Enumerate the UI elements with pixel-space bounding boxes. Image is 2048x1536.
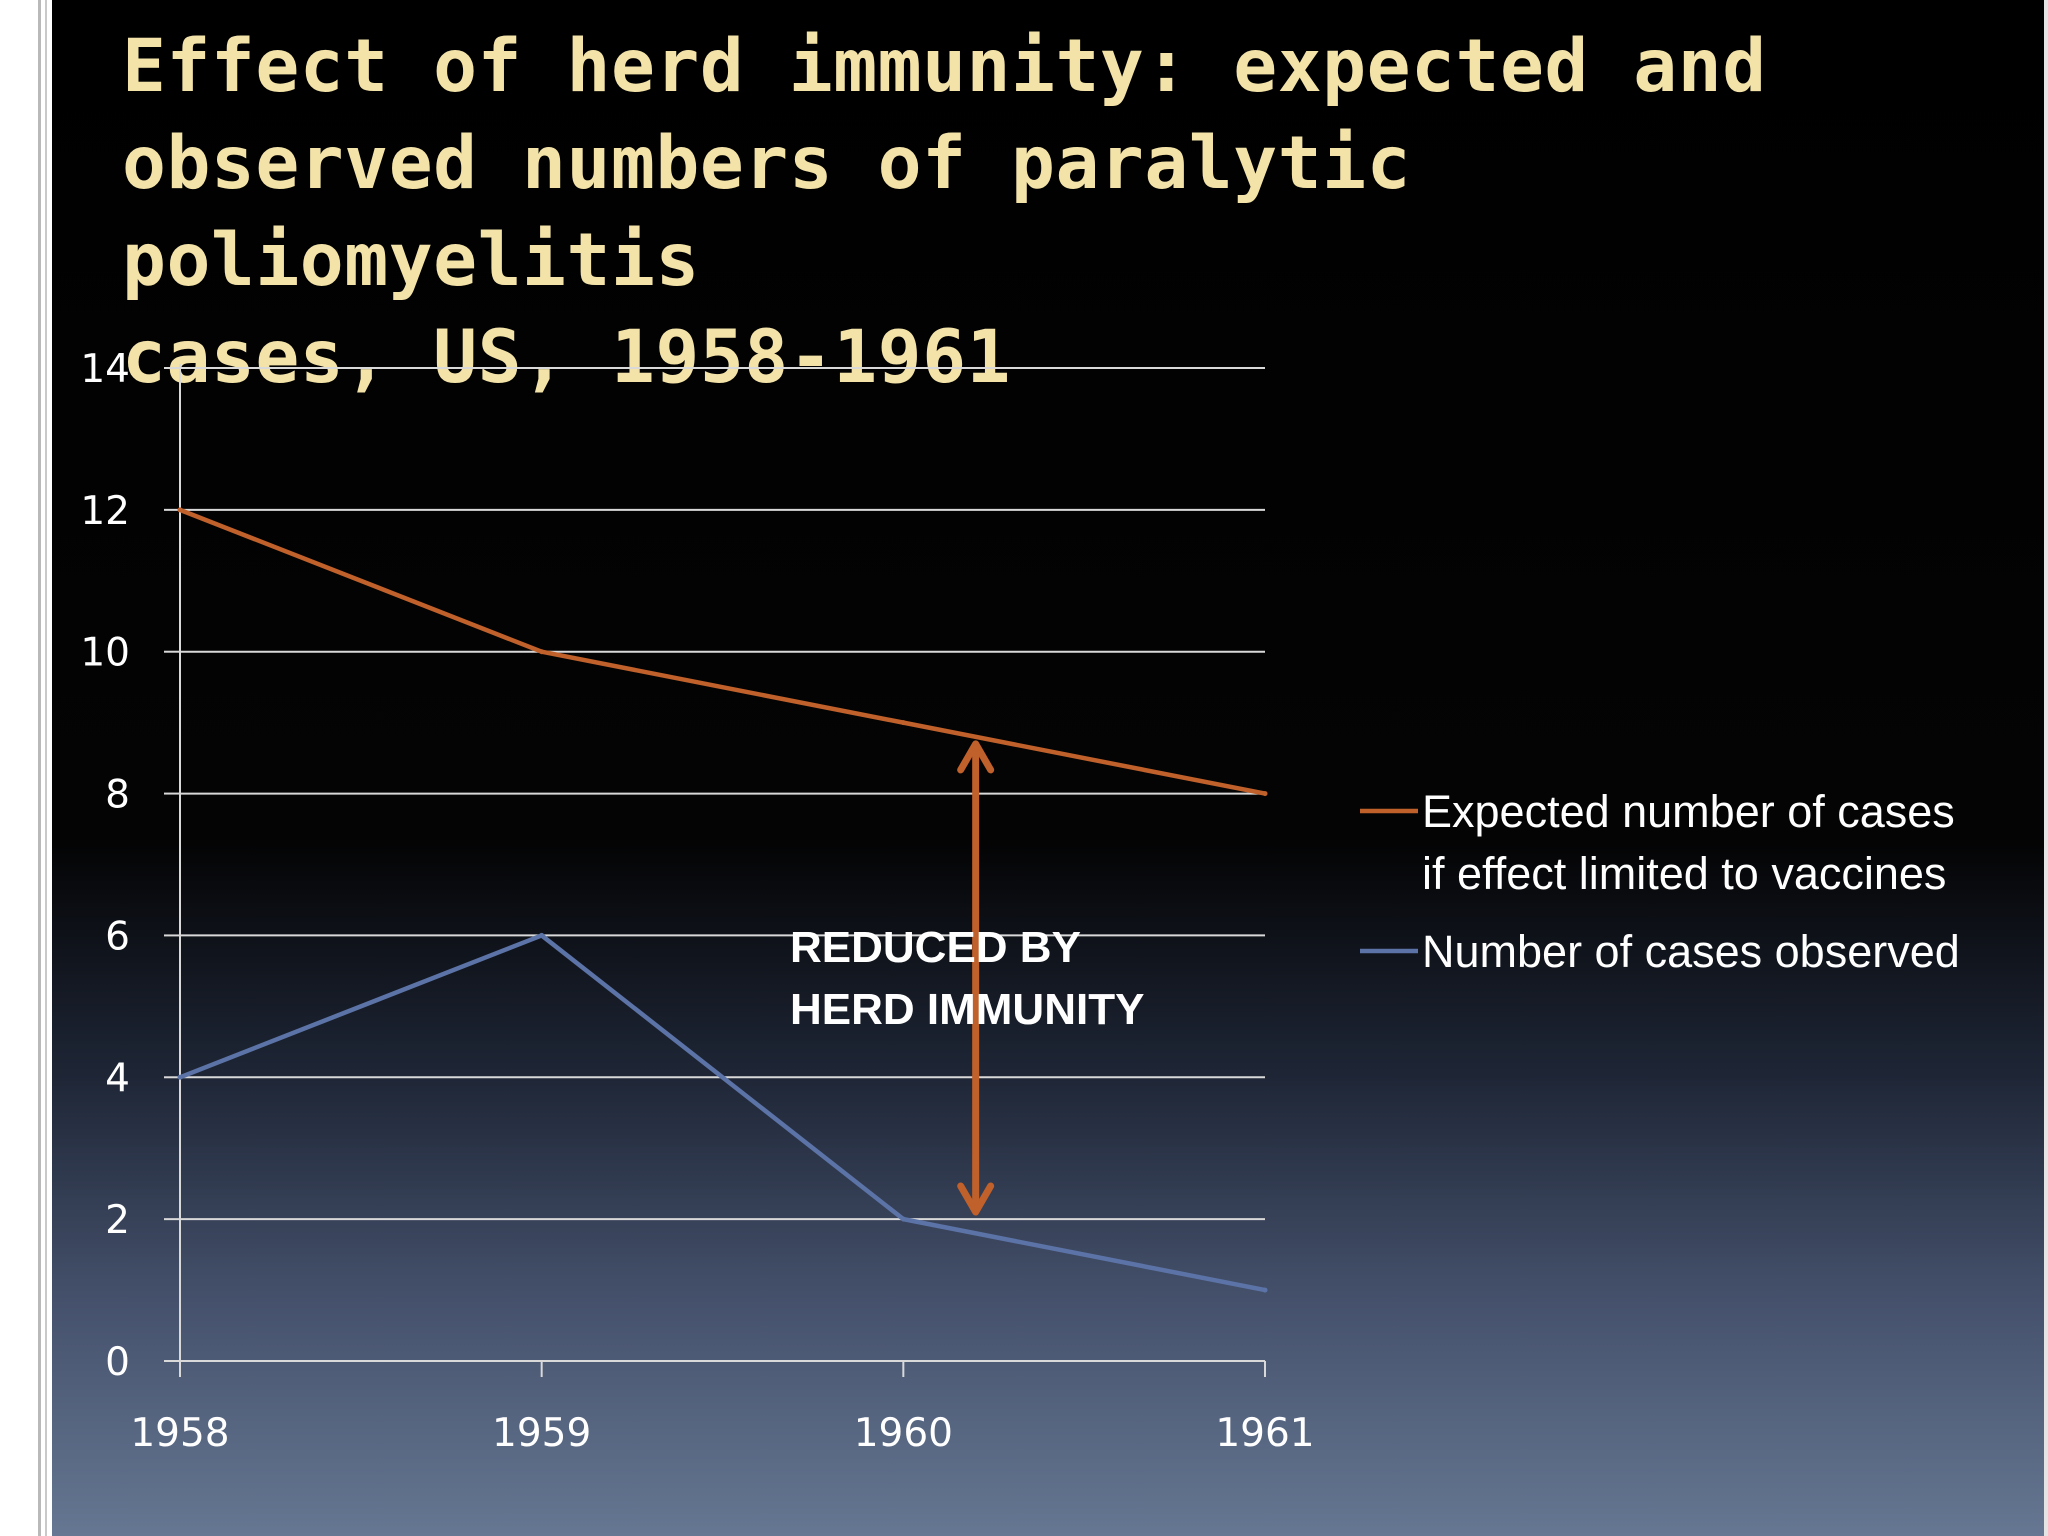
data-point	[539, 932, 545, 938]
y-tick-label: 12	[80, 489, 130, 534]
data-point	[900, 1216, 906, 1222]
data-point	[177, 1074, 183, 1080]
data-point	[539, 649, 545, 655]
y-tick-label: 6	[105, 914, 130, 959]
slide: Effect of herd immunity: expected and ob…	[52, 0, 2048, 1536]
x-tick-label: 1961	[1215, 1411, 1314, 1456]
annotation-label: REDUCED BY	[790, 923, 1081, 972]
annotation: REDUCED BY HERD IMMUNITY	[790, 740, 1144, 1216]
data-point	[900, 720, 906, 726]
series-line-2	[179, 933, 1266, 1293]
legend: Expected number of cases if effect limite…	[1360, 786, 1960, 977]
y-tick-label: 14	[80, 347, 130, 392]
series-line-1	[179, 507, 1266, 796]
data-point	[1262, 1287, 1268, 1293]
data-point	[1262, 791, 1268, 797]
edge-line	[38, 0, 41, 1536]
series-lines	[177, 507, 1268, 1293]
legend-label: Expected number of cases	[1422, 786, 1955, 837]
axes: 0 2 4 6 8 10 12 14 1958 1959 1960 1961	[80, 347, 1314, 1456]
data-point	[177, 507, 183, 513]
x-tick-label: 1958	[130, 1411, 229, 1456]
slide-right-edge	[2044, 0, 2048, 1536]
x-tick-label: 1959	[492, 1411, 591, 1456]
legend-label: if effect limited to vaccines	[1422, 848, 1946, 899]
slide-title: Effect of herd immunity: expected and ob…	[122, 24, 1767, 400]
edge-line	[45, 0, 47, 1536]
legend-label: Number of cases observed	[1422, 926, 1960, 977]
annotation-label: HERD IMMUNITY	[790, 985, 1144, 1034]
y-tick-label: 10	[80, 631, 130, 676]
annotation-arrowhead-up	[957, 740, 995, 774]
y-tick-label: 8	[105, 773, 130, 818]
y-tick-label: 2	[105, 1198, 130, 1243]
grid-lines	[180, 367, 1265, 1221]
y-tick-label: 0	[105, 1340, 130, 1385]
y-tick-label: 4	[105, 1056, 130, 1101]
x-tick-label: 1960	[854, 1411, 953, 1456]
slide-left-edge	[0, 0, 52, 1536]
annotation-arrowhead-down	[957, 1182, 995, 1216]
